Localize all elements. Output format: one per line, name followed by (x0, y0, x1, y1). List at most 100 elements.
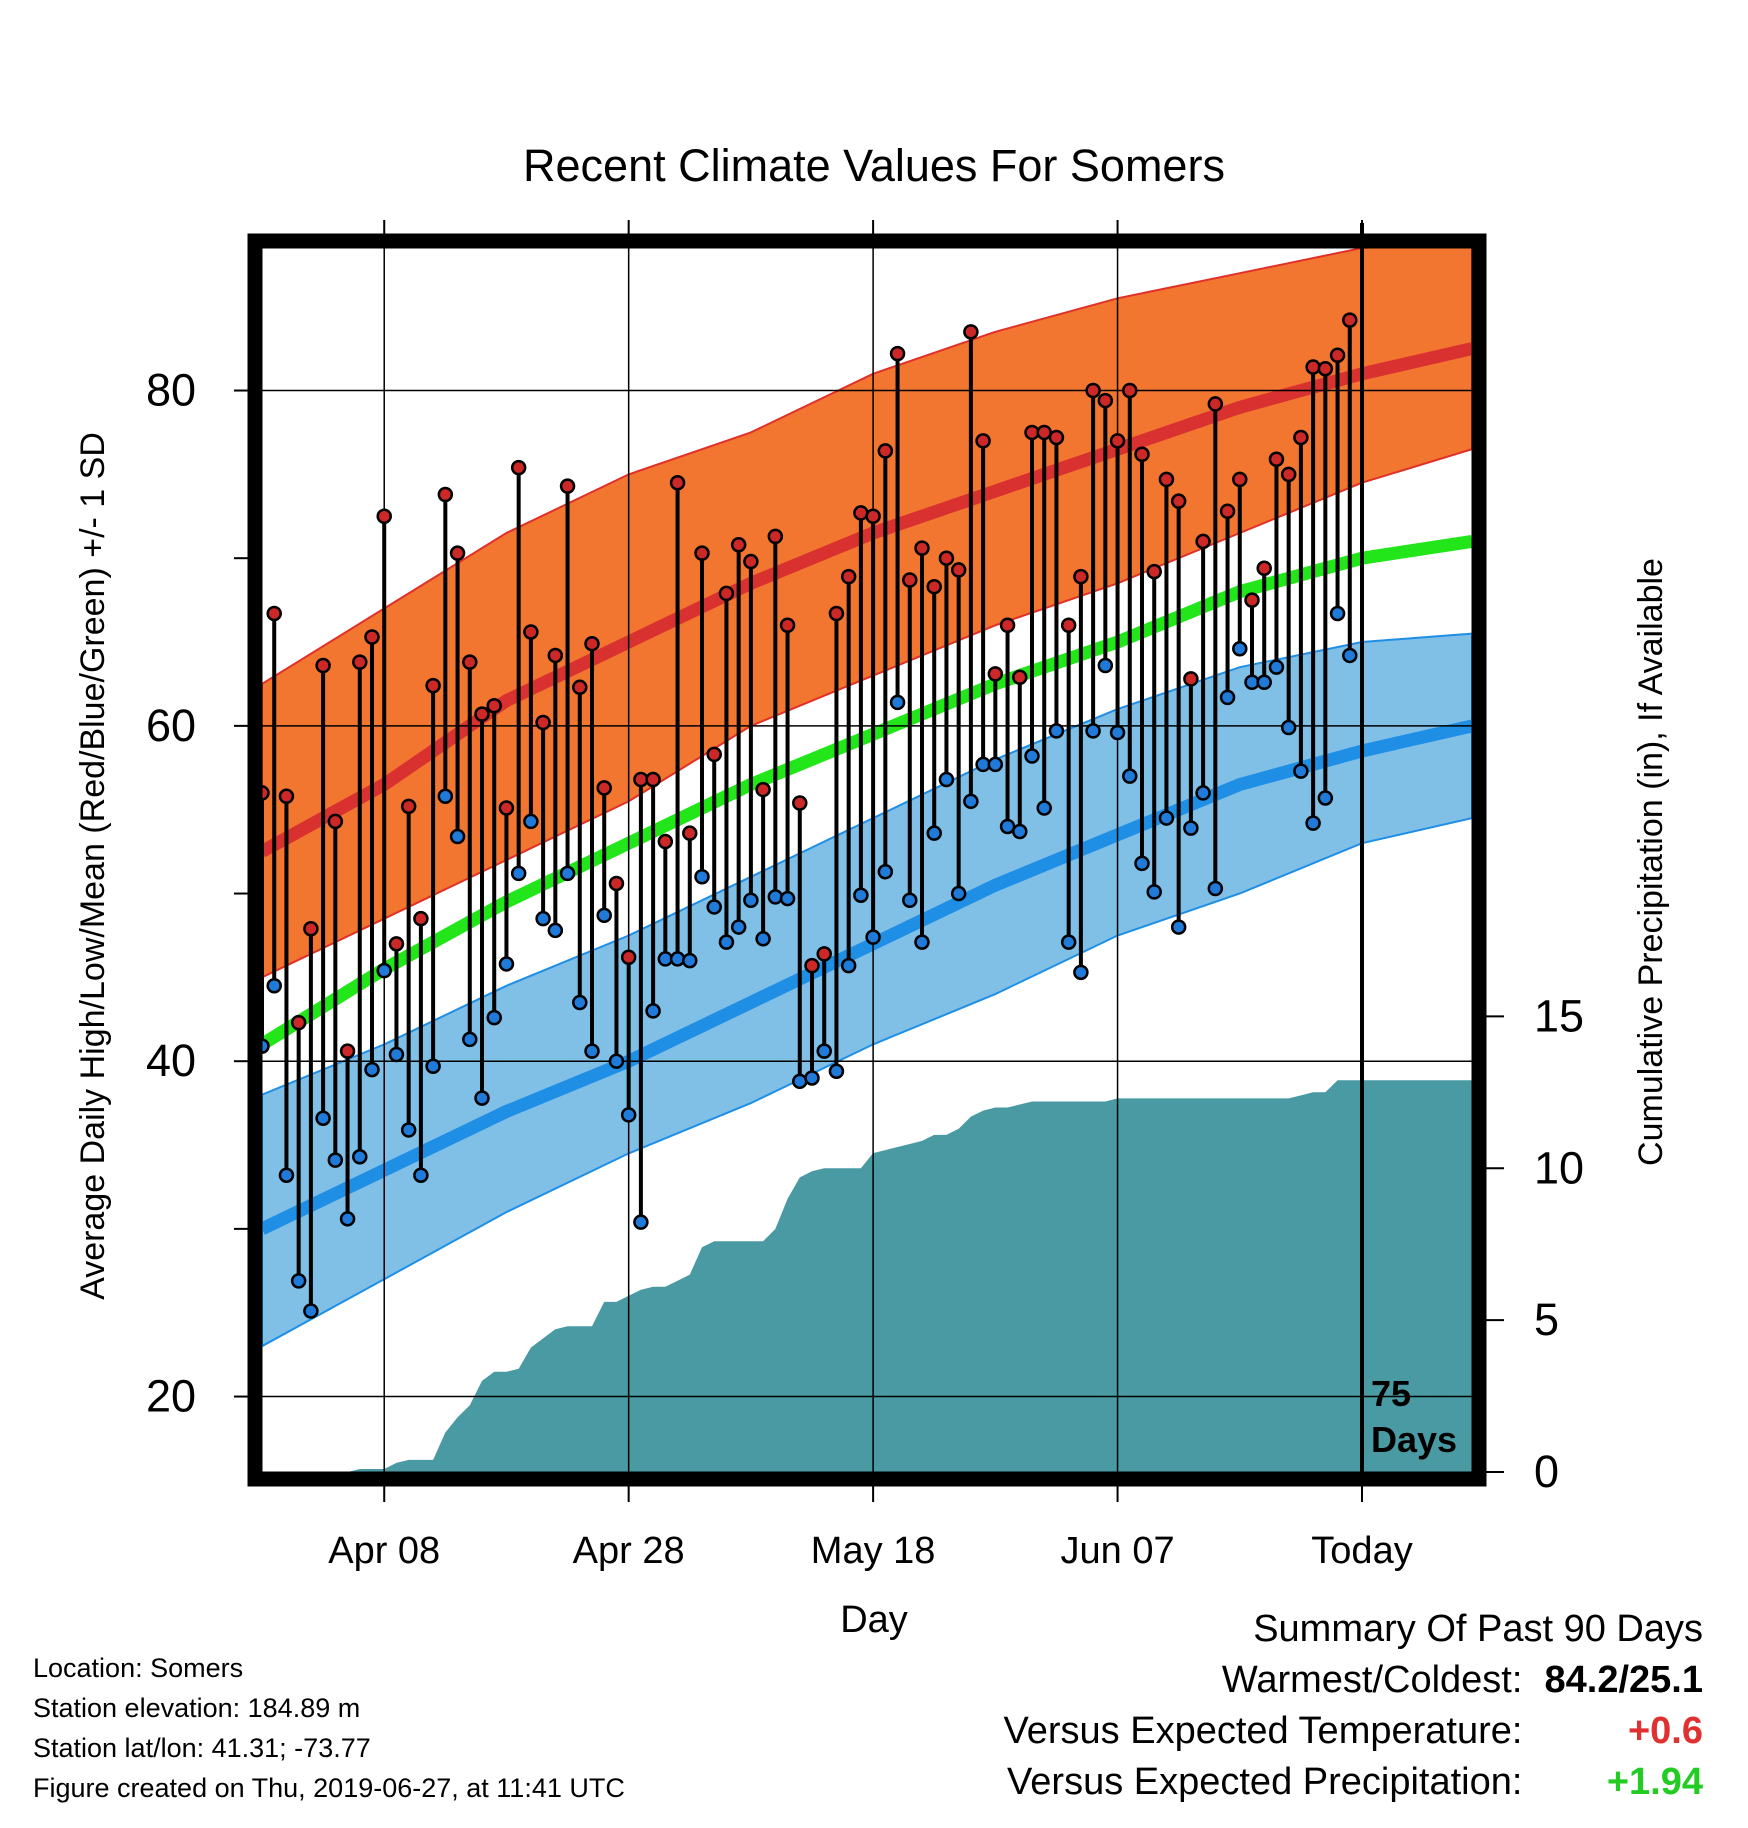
high-point (303, 920, 319, 937)
chart-title: Recent Climate Values For Somers (523, 140, 1225, 191)
low-point (278, 1167, 295, 1183)
high-point (352, 654, 368, 670)
low-point (1305, 815, 1321, 831)
summary-temp-row: Versus Expected Temperature: +0.6 (1004, 1706, 1703, 1757)
low-point (449, 828, 466, 845)
high-point (413, 910, 429, 927)
precip-anomaly-label: Versus Expected Precipitation: (1007, 1761, 1523, 1803)
low-point (596, 907, 612, 924)
high-point (474, 706, 490, 722)
low-point (682, 952, 698, 969)
high-point (596, 780, 612, 796)
low-point (694, 869, 710, 885)
high-point (730, 537, 747, 553)
high-point (706, 746, 722, 763)
low-point (584, 1043, 600, 1059)
y2-tick-label: 5 (1534, 1294, 1559, 1345)
high-point (462, 654, 478, 670)
location-text: Location: Somers (33, 1653, 244, 1683)
high-point (828, 605, 845, 622)
high-point (950, 562, 967, 578)
high-point (400, 798, 417, 815)
low-point (425, 1058, 441, 1074)
low-point (327, 1152, 344, 1168)
low-point (1170, 919, 1187, 935)
high-point (804, 957, 820, 974)
high-point (437, 486, 454, 503)
high-point (1170, 493, 1187, 509)
low-point (1268, 659, 1285, 675)
low-point (840, 957, 857, 974)
high-point (987, 666, 1004, 682)
high-point (339, 1043, 356, 1059)
low-point (1219, 689, 1236, 706)
high-point (1293, 429, 1309, 446)
low-point (1195, 785, 1211, 801)
high-point (1280, 466, 1297, 483)
low-point (1036, 800, 1052, 816)
high-point (1195, 533, 1211, 550)
y-tick-label: 20 (146, 1371, 196, 1422)
low-point (376, 962, 392, 979)
high-point (1305, 359, 1321, 375)
high-point (376, 508, 392, 525)
high-point (1232, 471, 1248, 488)
high-point (1317, 360, 1334, 377)
low-point (290, 1273, 307, 1289)
low-point (853, 887, 869, 903)
low-point (510, 865, 527, 882)
temp-anomaly-value: +0.6 (1627, 1710, 1703, 1752)
low-point (1329, 605, 1346, 622)
high-point (1073, 568, 1089, 585)
low-point (926, 825, 942, 841)
high-point (792, 795, 808, 811)
high-point (975, 433, 991, 449)
low-point (572, 994, 588, 1011)
plot-inner (262, 248, 1472, 1472)
low-point (1012, 823, 1028, 840)
high-point (1134, 446, 1150, 462)
high-point (364, 629, 380, 645)
y2-tick-label: 15 (1534, 990, 1584, 1041)
low-point (437, 788, 454, 805)
low-point (486, 1009, 502, 1026)
high-point (425, 677, 441, 694)
high-point (1122, 382, 1138, 399)
low-point (865, 929, 881, 945)
high-point (1146, 563, 1162, 580)
high-point (938, 550, 955, 566)
plot-area: 75 Days Apr 08 Apr 28 May 18 Jun 07 Today 20 40 6… (146, 220, 1584, 1572)
high-point (327, 813, 344, 830)
summary-precip-row: Versus Expected Precipitation: +1.94 (1004, 1757, 1703, 1808)
low-point (1122, 768, 1138, 784)
high-point (510, 459, 527, 476)
high-point (657, 833, 674, 850)
low-point (669, 951, 686, 967)
low-point (1158, 810, 1175, 826)
low-point (535, 910, 551, 927)
low-point (1317, 790, 1334, 806)
low-point (743, 892, 759, 908)
created-text: Figure created on Thu, 2019-06-27, at 11… (33, 1773, 625, 1803)
low-point (388, 1046, 405, 1063)
y-tick-label: 80 (146, 365, 196, 416)
high-point (547, 647, 564, 664)
high-point (694, 545, 710, 561)
low-point (1293, 763, 1309, 779)
low-point (730, 919, 747, 935)
high-point (645, 771, 661, 788)
low-point (498, 956, 515, 972)
warmest-label: Warmest/Coldest: (1221, 1659, 1523, 1701)
low-point (303, 1303, 319, 1319)
high-point (535, 714, 551, 731)
low-point (1097, 657, 1114, 674)
y2-tick-label: 0 (1534, 1446, 1559, 1497)
low-point (889, 694, 906, 711)
high-point (669, 474, 686, 491)
x-tick-label: Apr 28 (573, 1530, 685, 1572)
high-point (840, 568, 857, 585)
high-point (1109, 433, 1126, 449)
x-tick-label: Apr 08 (328, 1530, 440, 1572)
low-point (1060, 934, 1077, 950)
high-point (620, 949, 637, 965)
